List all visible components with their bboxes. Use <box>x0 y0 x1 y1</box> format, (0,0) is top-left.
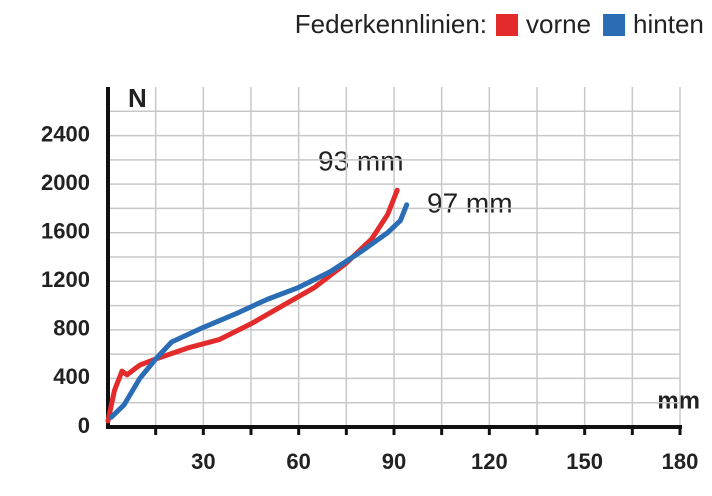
y-axis-label: N <box>128 83 147 113</box>
annotation: 97 mm <box>427 187 513 218</box>
legend-title: Federkennlinien: <box>295 9 487 39</box>
y-tick-label: 800 <box>53 316 90 341</box>
x-tick-label: 90 <box>382 449 406 474</box>
legend-swatch <box>496 14 518 36</box>
y-tick-label: 1200 <box>41 267 90 292</box>
x-tick-label: 180 <box>662 449 699 474</box>
y-tick-label: 0 <box>78 413 90 438</box>
annotation: 93 mm <box>318 145 404 176</box>
x-tick-label: 120 <box>471 449 508 474</box>
y-tick-label: 1600 <box>41 219 90 244</box>
series-line <box>108 202 410 420</box>
x-axis-label: mm <box>657 387 700 414</box>
legend-label: hinten <box>633 9 704 39</box>
y-tick-label: 2000 <box>41 170 90 195</box>
x-tick-label: 60 <box>286 449 310 474</box>
y-tick-label: 2400 <box>41 121 90 146</box>
legend-label: vorne <box>526 9 591 39</box>
x-tick-label: 150 <box>566 449 603 474</box>
x-tick-label: 30 <box>191 449 215 474</box>
legend-swatch <box>603 14 626 36</box>
y-tick-label: 400 <box>53 364 90 389</box>
